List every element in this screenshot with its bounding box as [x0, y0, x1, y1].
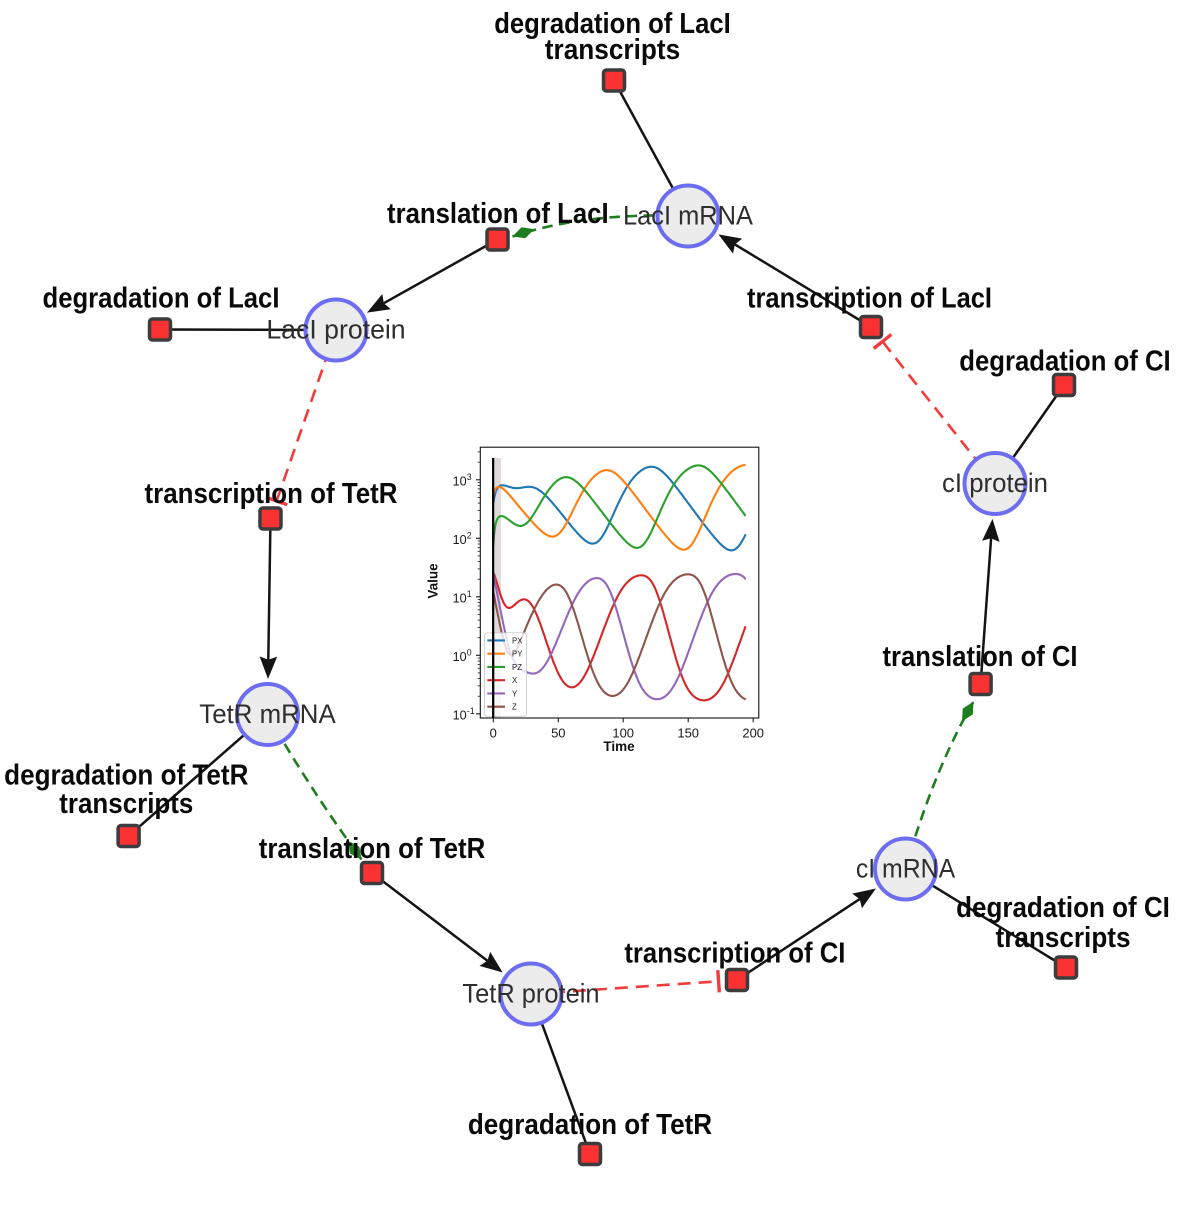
svg-text:200: 200: [742, 725, 764, 740]
svg-text:Time: Time: [603, 739, 635, 754]
svg-text:degradation of CI: degradation of CI: [956, 892, 1170, 924]
svg-text:degradation of TetR: degradation of TetR: [4, 760, 248, 792]
svg-text:transcripts: transcripts: [996, 922, 1131, 954]
svg-text:TetR mRNA: TetR mRNA: [199, 699, 336, 729]
svg-text:translation of CI: translation of CI: [883, 641, 1078, 673]
svg-text:10: 10: [453, 475, 467, 489]
svg-text:X: X: [512, 676, 518, 685]
svg-text:3: 3: [467, 472, 472, 482]
svg-text:0: 0: [490, 725, 497, 740]
svg-text:cI mRNA: cI mRNA: [856, 854, 956, 884]
svg-text:PX: PX: [512, 636, 523, 645]
svg-text:Value: Value: [426, 563, 441, 599]
svg-text:LacI protein: LacI protein: [266, 315, 405, 345]
svg-text:transcripts: transcripts: [59, 788, 193, 820]
svg-text:-1: -1: [467, 706, 475, 716]
svg-text:cI protein: cI protein: [942, 468, 1048, 498]
svg-text:1: 1: [467, 589, 472, 599]
svg-text:10: 10: [453, 533, 467, 547]
svg-text:Z: Z: [512, 703, 517, 712]
svg-text:transcription of CI: transcription of CI: [624, 938, 845, 970]
svg-text:10: 10: [453, 709, 467, 723]
svg-text:0: 0: [467, 647, 472, 657]
svg-text:TetR protein: TetR protein: [462, 979, 599, 1009]
svg-text:transcripts: transcripts: [545, 34, 680, 66]
svg-text:PY: PY: [512, 650, 523, 659]
svg-text:10: 10: [453, 592, 467, 606]
svg-text:transcription of LacI: transcription of LacI: [747, 283, 992, 315]
svg-text:PZ: PZ: [512, 663, 522, 672]
svg-text:degradation of TetR: degradation of TetR: [468, 1109, 712, 1141]
svg-text:2: 2: [467, 530, 472, 540]
svg-text:degradation of LacI: degradation of LacI: [494, 8, 731, 40]
svg-text:translation of TetR: translation of TetR: [259, 833, 486, 865]
svg-text:degradation of CI: degradation of CI: [959, 346, 1170, 378]
svg-text:Y: Y: [512, 689, 518, 698]
svg-text:10: 10: [453, 650, 467, 664]
svg-text:LacI mRNA: LacI mRNA: [623, 201, 753, 231]
svg-text:150: 150: [677, 725, 699, 740]
svg-text:100: 100: [612, 725, 634, 740]
svg-text:50: 50: [551, 725, 565, 740]
svg-text:translation of LacI: translation of LacI: [387, 198, 609, 230]
svg-text:transcription of TetR: transcription of TetR: [145, 478, 398, 510]
svg-text:degradation of LacI: degradation of LacI: [43, 282, 280, 314]
